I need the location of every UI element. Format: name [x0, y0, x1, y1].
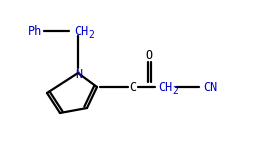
Text: 2: 2	[88, 30, 94, 40]
Text: C: C	[129, 81, 136, 93]
Text: N: N	[76, 67, 83, 81]
Text: O: O	[145, 49, 153, 61]
Text: CH: CH	[158, 81, 172, 93]
Text: CN: CN	[203, 81, 217, 93]
Text: CH: CH	[74, 25, 88, 37]
Text: 2: 2	[172, 86, 178, 96]
Text: Ph: Ph	[28, 25, 42, 37]
